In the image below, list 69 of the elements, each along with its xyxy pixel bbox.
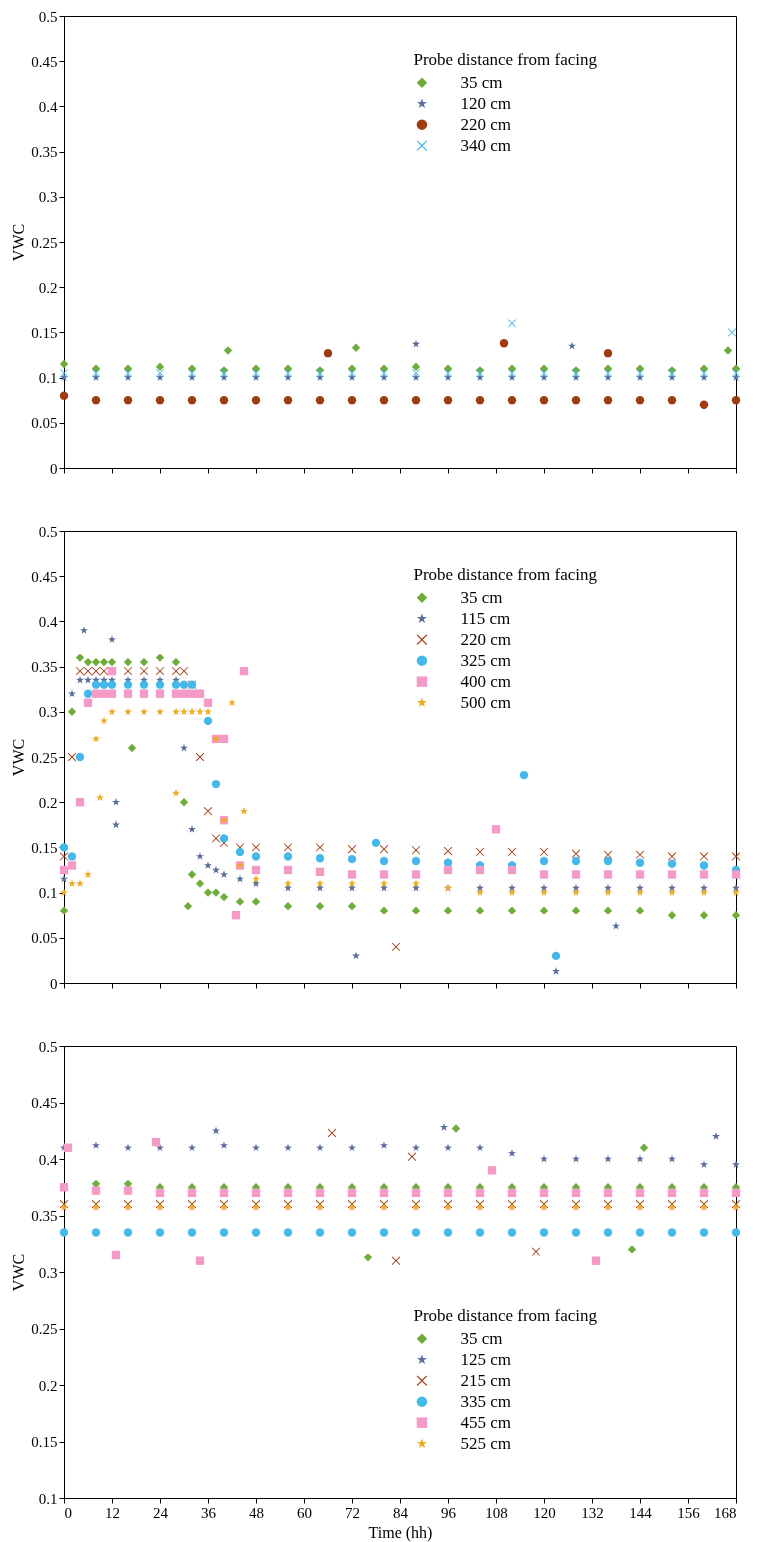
y-tick-label: 0.4 [38, 613, 58, 630]
y-tick-label: 0.45 [31, 1095, 58, 1111]
y-tick-label: 0.2 [38, 794, 58, 811]
legend-label: 400 cm [460, 671, 511, 691]
y-tick-label: 0.2 [38, 1377, 58, 1394]
y-tick-label: 0 [50, 460, 58, 477]
y-tick-label: 0.3 [38, 1264, 58, 1281]
legend-label: 125 cm [460, 1349, 511, 1369]
x-tick-label: 48 [249, 1504, 264, 1521]
y-tick-label: 0.1 [38, 370, 58, 387]
x-tick-label: 168 [714, 1504, 737, 1521]
x-tick-label: 96 [441, 1504, 457, 1521]
y-tick-label: 0.35 [31, 659, 58, 676]
y-tick-label: 0.3 [38, 189, 58, 206]
y-tick-label: 0.5 [38, 8, 58, 25]
x-tick-label: 108 [485, 1504, 508, 1521]
y-tick-label: 0.45 [31, 53, 58, 70]
x-tick-label: 120 [533, 1504, 556, 1521]
x-tick-label: 156 [677, 1504, 701, 1521]
x-tick-label: 144 [629, 1504, 653, 1521]
legend-label: 35 cm [460, 72, 503, 92]
legend-label: 500 cm [460, 692, 511, 712]
legend-label: 35 cm [460, 1328, 503, 1348]
x-axis-title: Time (hh) [368, 1523, 433, 1542]
y-tick-label: 0.2 [38, 279, 58, 296]
y-tick-label: 0.1 [38, 885, 58, 902]
x-tick-label: 72 [345, 1504, 360, 1521]
x-tick-label: 36 [201, 1504, 217, 1521]
y-tick-label: 0.35 [31, 144, 58, 161]
y-tick-label: 0.5 [38, 523, 58, 540]
y-tick-label: 0.25 [31, 1321, 58, 1337]
y-tick-label: 0.35 [31, 1208, 58, 1224]
x-tick-label: 84 [393, 1504, 409, 1521]
legend-title: Probe distance from facing [413, 50, 598, 70]
legend-label: 525 cm [460, 1433, 511, 1453]
y-tick-label: 0.3 [38, 704, 58, 721]
legend-label: 115 cm [460, 608, 511, 628]
legend-label: 340 cm [460, 135, 511, 155]
x-tick-label: 0 [64, 1504, 72, 1521]
legend-label: 220 cm [460, 114, 511, 134]
legend-label: 455 cm [460, 1412, 511, 1432]
y-axis-title: VWC [10, 738, 28, 777]
x-tick-label: 132 [581, 1504, 604, 1521]
y-tick-label: 0 [50, 975, 58, 992]
y-tick-label: 0.1 [38, 1490, 58, 1507]
y-axis-title: VWC [10, 223, 28, 262]
legend-label: 215 cm [460, 1370, 511, 1390]
legend-label: 325 cm [460, 650, 511, 670]
y-tick-label: 0.15 [31, 1434, 58, 1450]
legend-title: Probe distance from facing [413, 565, 598, 585]
y-tick-label: 0.05 [31, 930, 58, 947]
y-tick-label: 0.4 [38, 98, 58, 115]
x-tick-label: 60 [297, 1504, 312, 1521]
y-tick-label: 0.45 [31, 568, 58, 585]
legend-label: 120 cm [460, 93, 511, 113]
y-tick-label: 0.5 [38, 1038, 58, 1055]
y-tick-label: 0.25 [31, 234, 58, 251]
y-axis-title: VWC [10, 1253, 28, 1292]
y-tick-label: 0.05 [31, 415, 58, 432]
y-tick-label: 0.15 [31, 324, 58, 341]
x-tick-label: 24 [153, 1504, 169, 1521]
legend-label: 220 cm [460, 629, 511, 649]
x-tick-label: 12 [105, 1504, 120, 1521]
legend-label: 35 cm [460, 587, 503, 607]
y-tick-label: 0.4 [38, 1151, 58, 1168]
legend-title: Probe distance from facing [413, 1306, 598, 1326]
legend-label: 335 cm [460, 1391, 511, 1411]
y-tick-label: 0.25 [31, 749, 58, 766]
y-tick-label: 0.15 [31, 839, 58, 856]
